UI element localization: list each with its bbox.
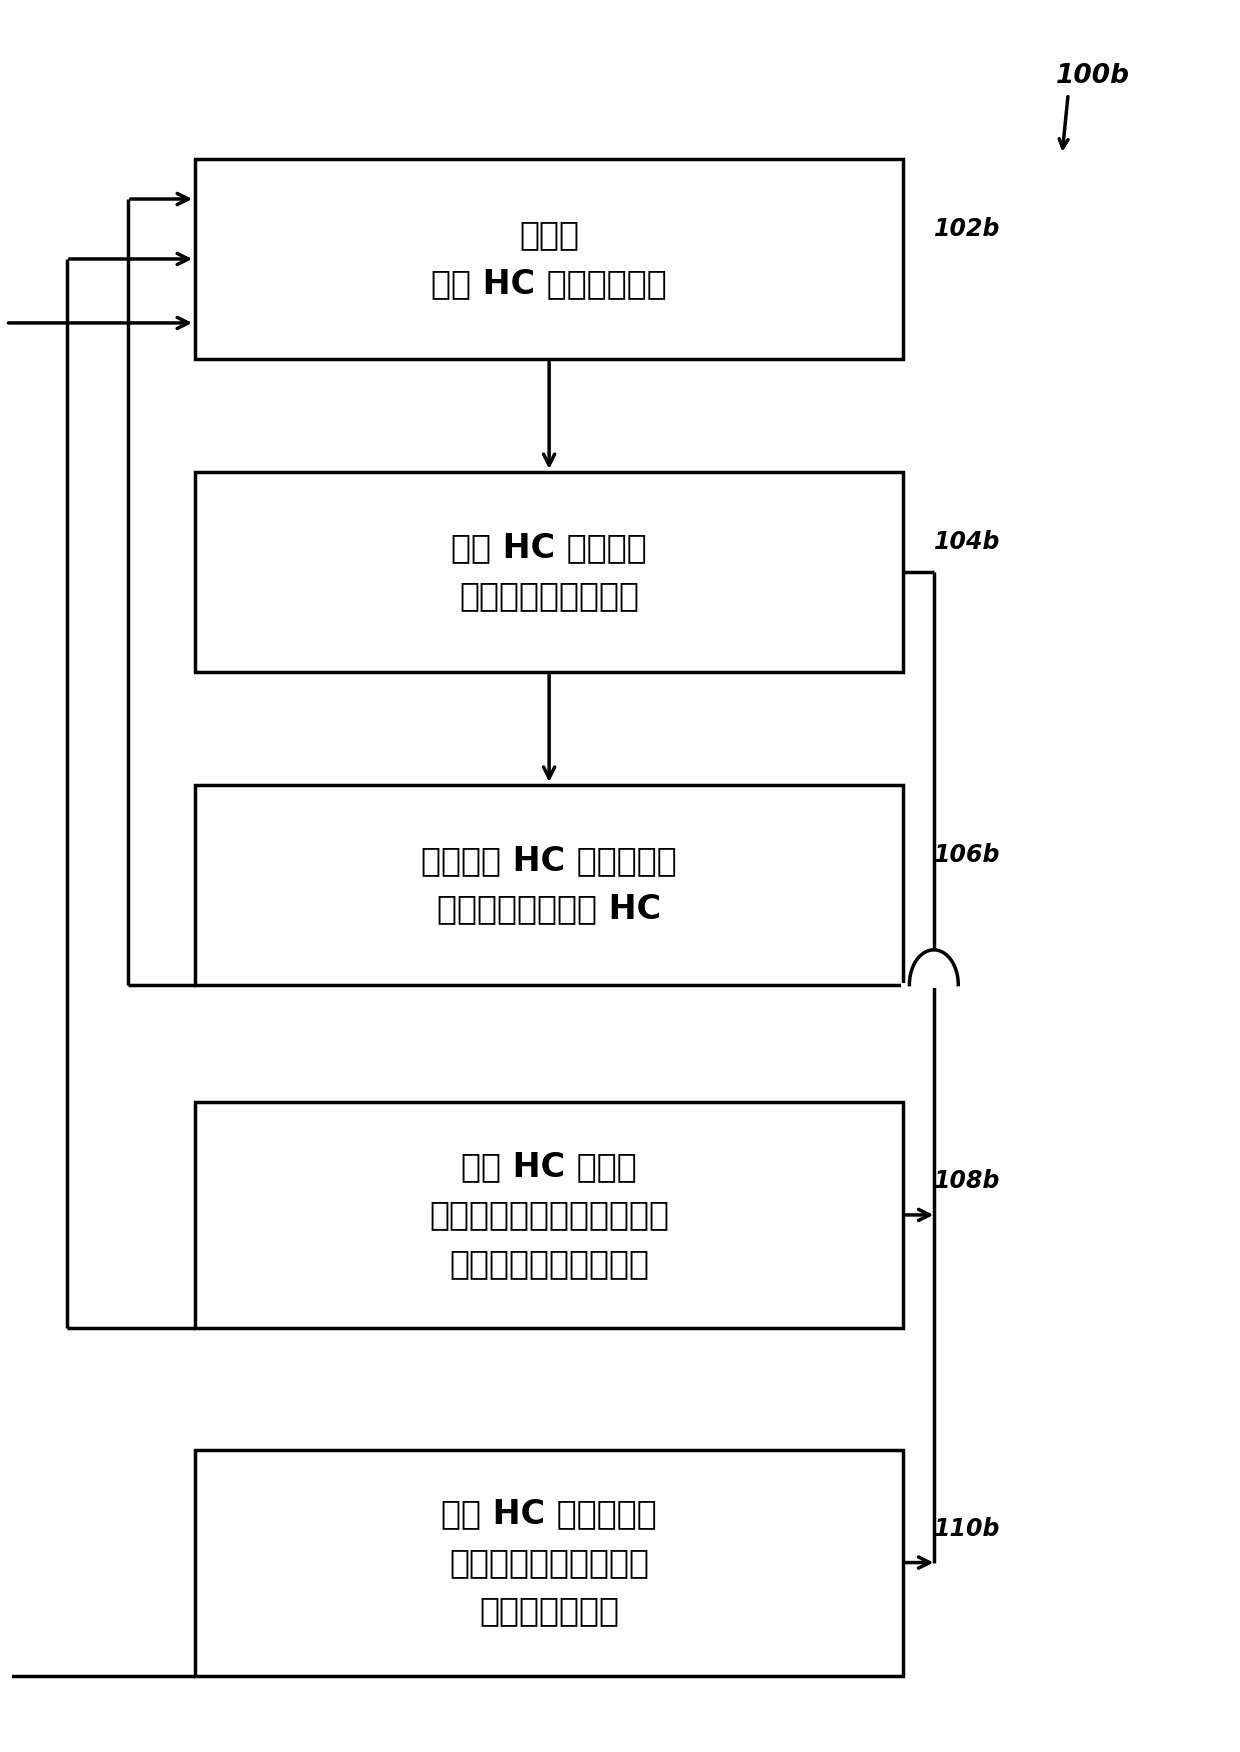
Text: 侵入，
直到 HC 停止运移为止: 侵入， 直到 HC 停止运移为止 (432, 219, 667, 300)
Text: 108b: 108b (934, 1169, 1001, 1193)
Text: 如果 HC 到达在
另一子域上具有峰的圈闭，
则必须进行通信和合并: 如果 HC 到达在 另一子域上具有峰的圈闭， 则必须进行通信和合并 (429, 1149, 670, 1281)
Bar (195, 1449, 903, 1675)
Text: 104b: 104b (934, 529, 1001, 554)
Polygon shape (909, 950, 959, 985)
Bar (195, 785, 903, 985)
Text: 如果 HC 到达在相同
子域上具有峰的圈闭，
则必须进行合并: 如果 HC 到达在相同 子域上具有峰的圈闭， 则必须进行合并 (441, 1498, 657, 1628)
Bar (195, 1102, 903, 1328)
Bar (195, 159, 903, 359)
Text: 102b: 102b (934, 217, 1001, 242)
Text: 检查 HC 是否已经
到达圈闭或子域边界: 检查 HC 是否已经 到达圈闭或子域边界 (451, 531, 647, 613)
Text: 106b: 106b (934, 843, 1001, 867)
Text: 100b: 100b (1056, 63, 1130, 89)
Text: 如果到达 HC 子域边界，
则向相邻子域发送 HC: 如果到达 HC 子域边界， 则向相邻子域发送 HC (422, 844, 677, 925)
Bar (195, 471, 903, 671)
Text: 110b: 110b (934, 1517, 1001, 1540)
